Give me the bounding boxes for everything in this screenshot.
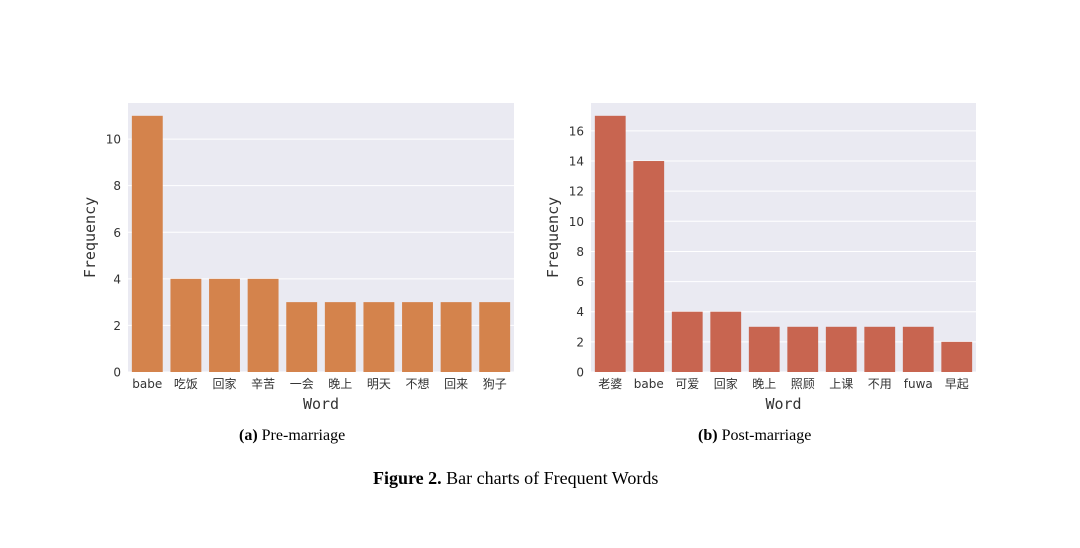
bar xyxy=(825,326,857,372)
bar xyxy=(324,302,356,372)
y-tick-label: 6 xyxy=(576,275,584,289)
bar xyxy=(710,311,742,372)
subcaption-a-label: (a) xyxy=(239,427,258,444)
bar xyxy=(170,278,202,372)
bar xyxy=(402,302,433,372)
bar xyxy=(633,161,665,372)
x-tick-label: 上课 xyxy=(829,377,853,391)
x-tick-label: 一会 xyxy=(290,377,314,391)
bar xyxy=(131,115,163,373)
bar xyxy=(864,326,896,372)
subcaption-b-label: (b) xyxy=(698,427,718,444)
x-tick-label: 老婆 xyxy=(598,377,622,391)
subcaption-a-text: Pre-marriage xyxy=(261,427,346,444)
bar xyxy=(479,302,511,372)
y-tick-label: 12 xyxy=(569,185,584,199)
subcaption-b: (b) Post-marriage xyxy=(698,427,811,445)
y-tick-label: 4 xyxy=(113,272,121,286)
y-tick-label: 16 xyxy=(569,124,584,138)
y-tick-label: 2 xyxy=(576,335,584,349)
y-axis-label: Frequency xyxy=(544,197,562,278)
x-tick-label: 照顾 xyxy=(791,377,815,391)
x-tick-label: 回来 xyxy=(444,377,468,391)
bar xyxy=(902,326,934,372)
y-tick-label: 0 xyxy=(113,366,121,380)
bar xyxy=(209,278,240,372)
y-tick-label: 8 xyxy=(113,179,121,193)
y-tick-label: 14 xyxy=(569,155,584,169)
x-tick-label: 晚上 xyxy=(752,377,776,391)
x-tick-label: 不想 xyxy=(405,376,429,391)
x-tick-label: 回家 xyxy=(714,376,738,391)
chart-pre-marriage: 0 2 4 6 8 10 babe 吃饭 回家 辛苦 一会 晚上 明天 不想 回来 狗子 Word Frequen… xyxy=(81,103,514,413)
bar xyxy=(594,115,626,373)
y-tick-label: 8 xyxy=(576,245,584,259)
figure-caption-label: Figure 2. xyxy=(373,468,442,488)
x-tick-label: babe xyxy=(634,377,664,391)
x-tick-label: 不用 xyxy=(868,377,892,391)
x-tick-label: 可爱 xyxy=(675,377,699,391)
y-tick-label: 0 xyxy=(576,366,584,380)
figure-caption: Figure 2. Bar charts of Frequent Words xyxy=(373,468,658,489)
x-tick-label: 晚上 xyxy=(328,377,352,391)
x-axis-label: Word xyxy=(303,395,339,413)
subcaption-a: (a) Pre-marriage xyxy=(239,427,345,445)
x-tick-label: 狗子 xyxy=(483,377,507,391)
x-tick-label: babe xyxy=(132,377,162,391)
x-tick-label: 明天 xyxy=(367,377,391,391)
bar xyxy=(671,311,703,372)
bar xyxy=(440,302,472,372)
y-tick-label: 2 xyxy=(113,319,121,333)
y-tick-label: 6 xyxy=(113,226,121,240)
x-tick-label: 吃饭 xyxy=(174,377,198,391)
x-tick-label: fuwa xyxy=(904,377,933,391)
y-axis-label: Frequency xyxy=(81,197,99,278)
chart-post-marriage: 0 2 4 6 8 10 12 14 16 老婆 babe 可爱 回家 晚上 照顾 上课 不用 fuwa 早起 Wor… xyxy=(544,103,976,413)
y-tick-label: 10 xyxy=(569,215,584,229)
x-tick-label: 辛苦 xyxy=(251,377,275,391)
y-tick-label: 10 xyxy=(106,133,121,147)
bar xyxy=(247,278,279,372)
x-axis-label: Word xyxy=(765,395,801,413)
bar xyxy=(363,302,395,372)
bar xyxy=(787,326,819,372)
bar xyxy=(286,302,318,372)
x-tick-label: 早起 xyxy=(945,377,969,391)
bar xyxy=(941,341,973,372)
figure-caption-text: Bar charts of Frequent Words xyxy=(446,468,659,488)
bar xyxy=(748,326,780,372)
x-tick-label: 回家 xyxy=(212,376,236,391)
y-tick-label: 4 xyxy=(576,305,584,319)
subcaption-b-text: Post-marriage xyxy=(721,427,812,444)
